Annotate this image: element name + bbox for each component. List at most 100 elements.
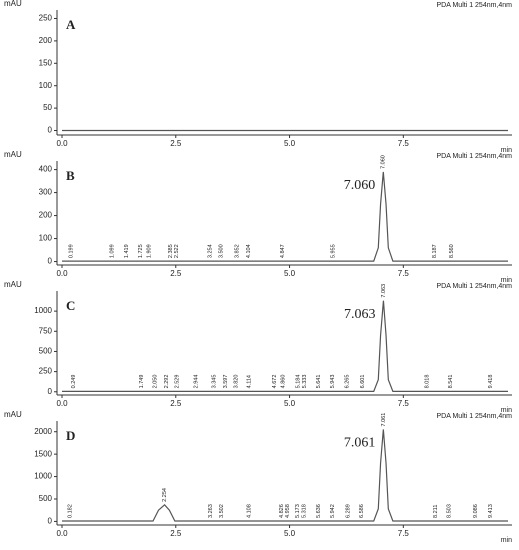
peak-label: 1.099 bbox=[109, 244, 115, 258]
y-tick-label: 300 bbox=[39, 188, 53, 197]
peak-label: 8.503 bbox=[446, 504, 452, 518]
peak-label: 8.187 bbox=[432, 244, 438, 258]
y-tick-label: 100 bbox=[39, 81, 53, 90]
trace bbox=[62, 171, 508, 262]
y-tick-label: 400 bbox=[39, 165, 53, 174]
y-tick-label: 0 bbox=[48, 257, 53, 266]
x-tick-label: 0.0 bbox=[56, 399, 68, 408]
x-axis-label: min bbox=[501, 147, 512, 154]
x-tick-label: 2.5 bbox=[170, 529, 182, 538]
peak-label: 4.104 bbox=[246, 244, 252, 258]
panel: mAU PDA Multi 1 254nm,4nmminB010020030040… bbox=[4, 150, 512, 284]
peak-label: 9.086 bbox=[473, 504, 479, 518]
y-tick-label: 1000 bbox=[34, 472, 52, 481]
y-tick-label: 100 bbox=[39, 234, 53, 243]
peak-label: 8.560 bbox=[449, 244, 455, 258]
peak-label: 3.500 bbox=[219, 244, 225, 258]
x-tick-label: 5.0 bbox=[284, 529, 296, 538]
y-tick-label: 0 bbox=[48, 517, 53, 526]
x-tick-label: 0.0 bbox=[56, 139, 68, 148]
peak-label: 5.318 bbox=[301, 504, 307, 518]
peak-label: 4.958 bbox=[285, 504, 291, 518]
peak-label: 3.597 bbox=[223, 375, 229, 389]
y-tick-label: 1000 bbox=[34, 306, 52, 315]
peak-label: 5.942 bbox=[330, 504, 336, 518]
detector-label: PDA Multi 1 254nm,4nm bbox=[437, 283, 513, 290]
x-tick-label: 5.0 bbox=[284, 139, 296, 148]
peak-label: 3.263 bbox=[208, 504, 214, 518]
y-tick-label: 50 bbox=[43, 103, 52, 112]
peak-label: 7.061 bbox=[381, 413, 387, 427]
y-tick-label: 200 bbox=[39, 211, 53, 220]
y-tick-label: 750 bbox=[39, 326, 53, 335]
x-tick-label: 5.0 bbox=[284, 269, 296, 278]
peak-label: 3.254 bbox=[208, 244, 214, 258]
panel-letter: D bbox=[66, 428, 75, 443]
y-axis-label: mAU bbox=[4, 0, 22, 8]
peak-label: 2.522 bbox=[174, 244, 180, 258]
y-tick-label: 500 bbox=[39, 347, 53, 356]
peak-label: 1.749 bbox=[139, 375, 145, 389]
y-tick-label: 0 bbox=[48, 126, 53, 135]
x-tick-label: 2.5 bbox=[170, 269, 182, 278]
peak-label: 2.385 bbox=[168, 244, 174, 258]
y-tick-label: 1500 bbox=[34, 449, 52, 458]
x-tick-label: 7.5 bbox=[398, 269, 410, 278]
y-tick-label: 200 bbox=[39, 36, 53, 45]
peak-label: 4.672 bbox=[272, 375, 278, 389]
x-axis-label: min bbox=[501, 407, 512, 414]
peak-label: 0.199 bbox=[69, 244, 75, 258]
peak-label: 6.586 bbox=[359, 504, 365, 518]
peak-callout: 7.060 bbox=[344, 178, 376, 193]
peak-label: 4.847 bbox=[280, 244, 286, 258]
y-tick-label: 0 bbox=[48, 387, 53, 396]
x-tick-label: 5.0 bbox=[284, 399, 296, 408]
peak-label: 5.641 bbox=[316, 375, 322, 389]
panel: mAU PDA Multi 1 254nm,4nm min A 0 50 100 150 200… bbox=[4, 0, 512, 154]
detector-label: PDA Multi 1 254nm,4nm bbox=[437, 413, 513, 420]
peak-callout: 7.063 bbox=[344, 307, 376, 322]
x-tick-label: 7.5 bbox=[398, 139, 410, 148]
detector-label: PDA Multi 1 254nm,4nm bbox=[437, 2, 513, 9]
peak-label: 1.725 bbox=[138, 244, 144, 258]
peak-label: 3.820 bbox=[233, 375, 239, 389]
detector-label: PDA Multi 1 254nm,4nm bbox=[437, 153, 513, 160]
peak-label: 7.063 bbox=[381, 284, 387, 298]
peak-label: 5.943 bbox=[330, 375, 336, 389]
peak-label: 0.249 bbox=[71, 375, 77, 389]
panel: mAU PDA Multi 1 254nm,4nmminD050010001500… bbox=[4, 410, 512, 544]
x-tick-label: 2.5 bbox=[170, 399, 182, 408]
panel-letter: B bbox=[66, 168, 75, 183]
peak-label: 4.108 bbox=[246, 504, 252, 518]
y-tick-label: 150 bbox=[39, 58, 53, 67]
peak-label: 5.184 bbox=[295, 375, 301, 389]
peak-label: 2.944 bbox=[193, 375, 199, 389]
y-tick-label: 500 bbox=[39, 494, 53, 503]
peak-label: 5.333 bbox=[302, 375, 308, 389]
peak-label: 8.018 bbox=[424, 375, 430, 389]
x-tick-label: 7.5 bbox=[398, 529, 410, 538]
x-axis-label: min bbox=[501, 277, 512, 284]
peak-label: 4.114 bbox=[247, 375, 253, 388]
y-tick-label: 250 bbox=[39, 367, 53, 376]
peak-label: 7.060 bbox=[381, 155, 387, 169]
peak-label: 6.265 bbox=[345, 375, 351, 389]
peak-label: 8.211 bbox=[433, 505, 439, 518]
peak-label: 2.292 bbox=[164, 375, 170, 389]
x-tick-label: 7.5 bbox=[398, 399, 410, 408]
trace bbox=[62, 429, 508, 522]
panel-letter: A bbox=[66, 17, 76, 32]
y-tick-label: 2000 bbox=[34, 427, 52, 436]
peak-label: 9.413 bbox=[488, 504, 494, 518]
x-tick-label: 0.0 bbox=[56, 529, 68, 538]
peak-label: 2.254 bbox=[162, 488, 168, 502]
peak-label: 3.345 bbox=[212, 375, 218, 389]
peak-label: 8.541 bbox=[448, 375, 454, 389]
peak-label: 5.173 bbox=[295, 504, 301, 518]
peak-label: 2.050 bbox=[153, 375, 159, 389]
peak-label: 4.826 bbox=[279, 504, 285, 518]
x-tick-label: 0.0 bbox=[56, 269, 68, 278]
peak-label: 6.601 bbox=[360, 375, 366, 389]
y-axis-label: mAU bbox=[4, 280, 22, 289]
